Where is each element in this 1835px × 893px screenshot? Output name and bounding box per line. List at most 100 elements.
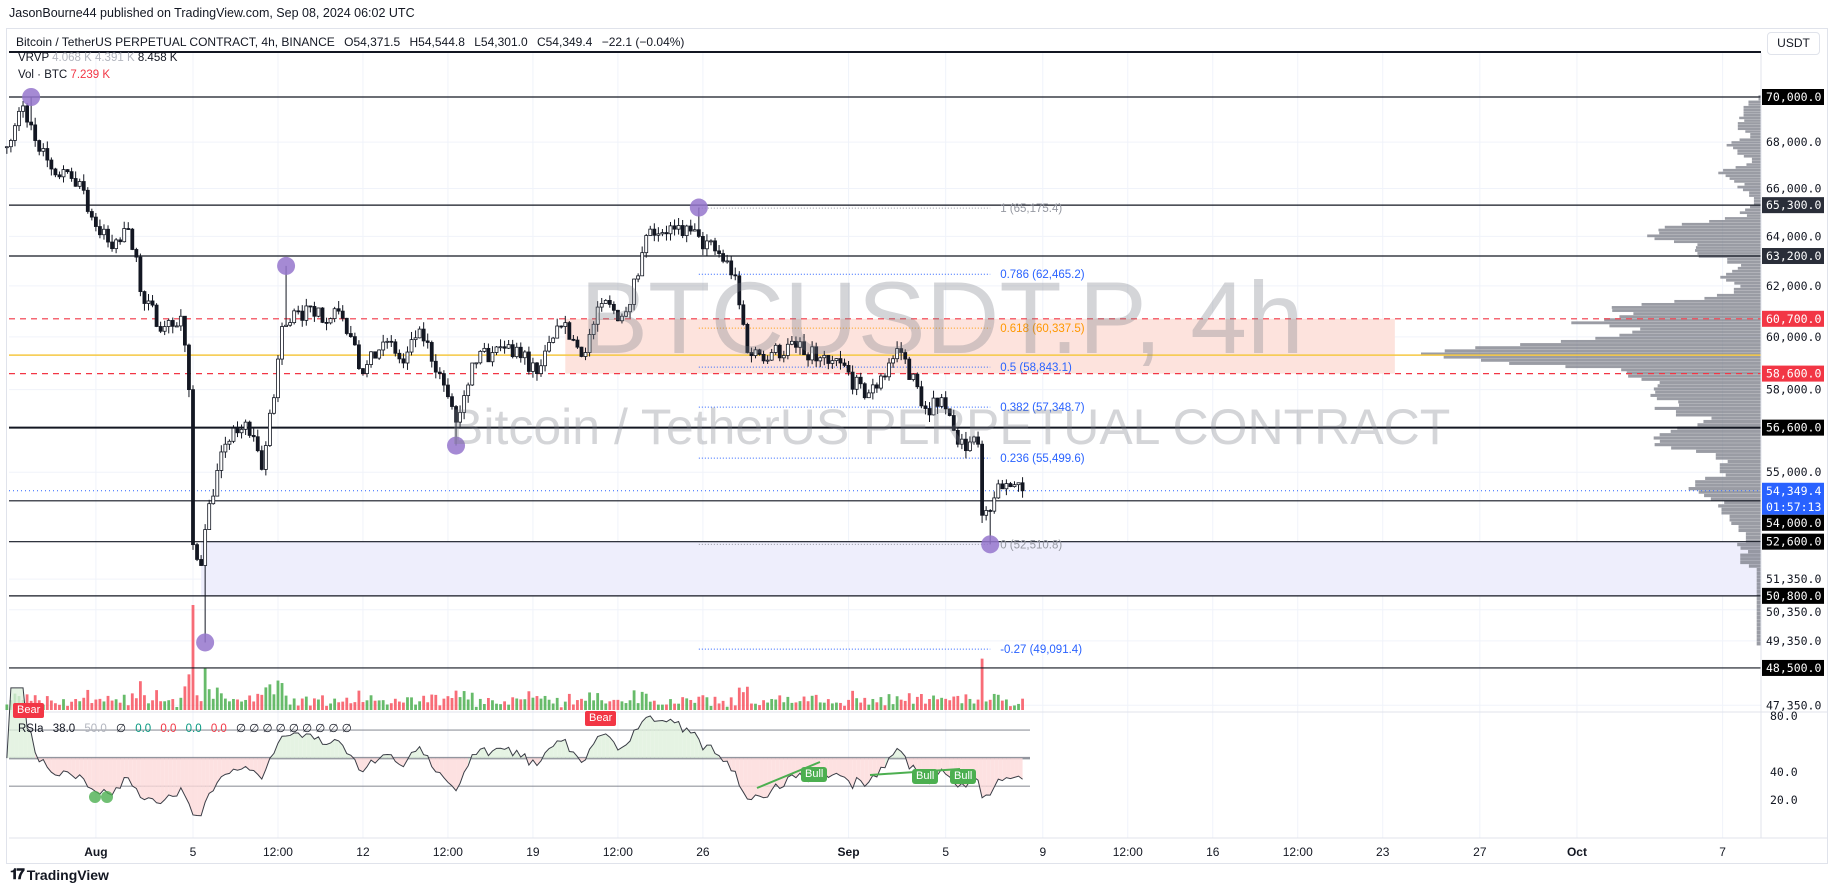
volume-profile-bar — [1655, 390, 1761, 394]
volume-bar — [875, 702, 879, 710]
candle-body — [583, 352, 588, 357]
price-axis-label: 54,349.4 — [1766, 484, 1821, 498]
price-axis-label: 49,350.0 — [1766, 634, 1821, 648]
price-axis-tag — [1762, 197, 1824, 214]
volume-bar — [232, 698, 235, 710]
rsi-fill — [638, 721, 643, 759]
volume-bar — [337, 702, 341, 710]
candle-body — [506, 344, 511, 349]
rsi-fill — [565, 739, 570, 759]
volume-profile-bar — [1727, 459, 1761, 464]
rsi-fill — [735, 758, 740, 786]
candle-body — [77, 181, 82, 187]
candle-body — [417, 328, 422, 339]
rsi-fill — [601, 733, 606, 759]
candle-body — [547, 342, 552, 352]
volume-profile-bar — [1748, 103, 1761, 106]
candle-body — [494, 346, 499, 353]
signal-dot — [89, 791, 101, 803]
volume-bar — [373, 700, 377, 710]
candle-body — [624, 311, 628, 317]
bull-divergence-tag: Bull — [950, 769, 977, 784]
rsi-fill — [193, 758, 198, 816]
volume-bar — [786, 696, 790, 710]
candle-body — [798, 341, 802, 348]
volume-bar — [693, 702, 697, 710]
volume-bar — [450, 698, 454, 710]
rsi-fill — [739, 758, 744, 793]
candle-body — [13, 125, 17, 141]
symbol-name[interactable]: Bitcoin / TetherUS PERPETUAL CONTRACT, 4… — [16, 35, 335, 49]
candle-body — [316, 307, 321, 317]
tradingview-logo[interactable]: 𝟏𝟕 TradingView — [10, 866, 109, 883]
volume-bar — [313, 698, 316, 710]
volume-profile-bar — [1705, 476, 1761, 480]
volume-bar — [203, 668, 207, 710]
rsi-fill — [848, 758, 853, 789]
volume-bar — [491, 700, 494, 710]
candle-body — [462, 395, 467, 413]
rsi-fill — [253, 758, 258, 775]
volume-profile-bar — [1697, 252, 1761, 255]
candle-body — [397, 352, 402, 360]
rsi-fill — [140, 758, 145, 800]
candle-body — [628, 304, 632, 313]
candle-body — [454, 406, 458, 423]
volume-profile-bar — [1698, 490, 1761, 494]
price-axis-label: 56,600.0 — [1766, 421, 1821, 435]
volume-profile-bar — [1696, 449, 1761, 453]
rsi-fill — [217, 758, 222, 783]
volume-profile-bar — [1733, 146, 1761, 150]
volume-profile-bar — [1621, 368, 1761, 372]
volume-legend[interactable]: Vol · BTC 7.239 K — [18, 69, 110, 81]
rsi-value-3: ∅ — [115, 723, 126, 735]
rsi-fill — [383, 754, 388, 759]
rsi-fill — [188, 758, 193, 815]
volume-profile-bar — [1520, 343, 1761, 347]
volume-profile-bar — [1727, 260, 1761, 264]
volume-profile-bar — [1659, 381, 1761, 385]
candle-body — [29, 121, 34, 126]
candle-body — [620, 315, 624, 322]
volume-profile-bar — [1731, 141, 1761, 144]
candle-body — [142, 291, 147, 304]
volume-profile-bar — [1733, 287, 1761, 291]
volume-bar — [385, 704, 389, 710]
candle-body — [320, 307, 325, 323]
volume-bar — [766, 702, 770, 710]
rsi-fill — [945, 758, 950, 777]
volume-bar — [199, 701, 203, 710]
volume-profile-bar — [1741, 263, 1761, 267]
rsi-fill — [116, 758, 121, 789]
rsi-fill — [990, 758, 995, 796]
vrvp-legend[interactable]: VRVP 4.068 K 4.391 K 8.458 K — [18, 52, 177, 64]
rsi-fill — [99, 758, 104, 795]
candle-body — [348, 333, 353, 338]
candle-body — [33, 124, 38, 141]
rsi-fill — [986, 758, 991, 796]
rsi-legend[interactable]: RSIa 38.0 50.0 ∅ 0.0 0.0 0.0 0.0 ∅ ∅ ∅ ∅… — [18, 721, 358, 735]
volume-profile-bar — [1678, 400, 1761, 404]
volume-profile-bar — [1609, 324, 1761, 328]
volume-bar — [5, 704, 9, 710]
rsi-fill — [362, 758, 368, 772]
volume-bar — [588, 692, 591, 710]
volume-bar — [134, 698, 138, 710]
volume-bar — [559, 707, 563, 710]
volume-bar — [438, 705, 442, 710]
volume-profile-bar — [1756, 626, 1761, 631]
rsi-fill — [460, 758, 465, 784]
rsi-fill — [557, 740, 562, 759]
volume-bar — [122, 694, 126, 710]
candle-body — [328, 318, 333, 324]
currency-button[interactable]: USDT — [1767, 32, 1820, 55]
volume-profile-bar — [1738, 528, 1761, 533]
candle-body — [478, 350, 483, 364]
candle-body — [806, 354, 810, 361]
volume-bar — [151, 700, 154, 710]
volume-bar — [228, 701, 231, 710]
volume-profile-bar — [1753, 202, 1761, 206]
rsi-fill — [755, 758, 760, 797]
volume-bar — [345, 697, 349, 710]
